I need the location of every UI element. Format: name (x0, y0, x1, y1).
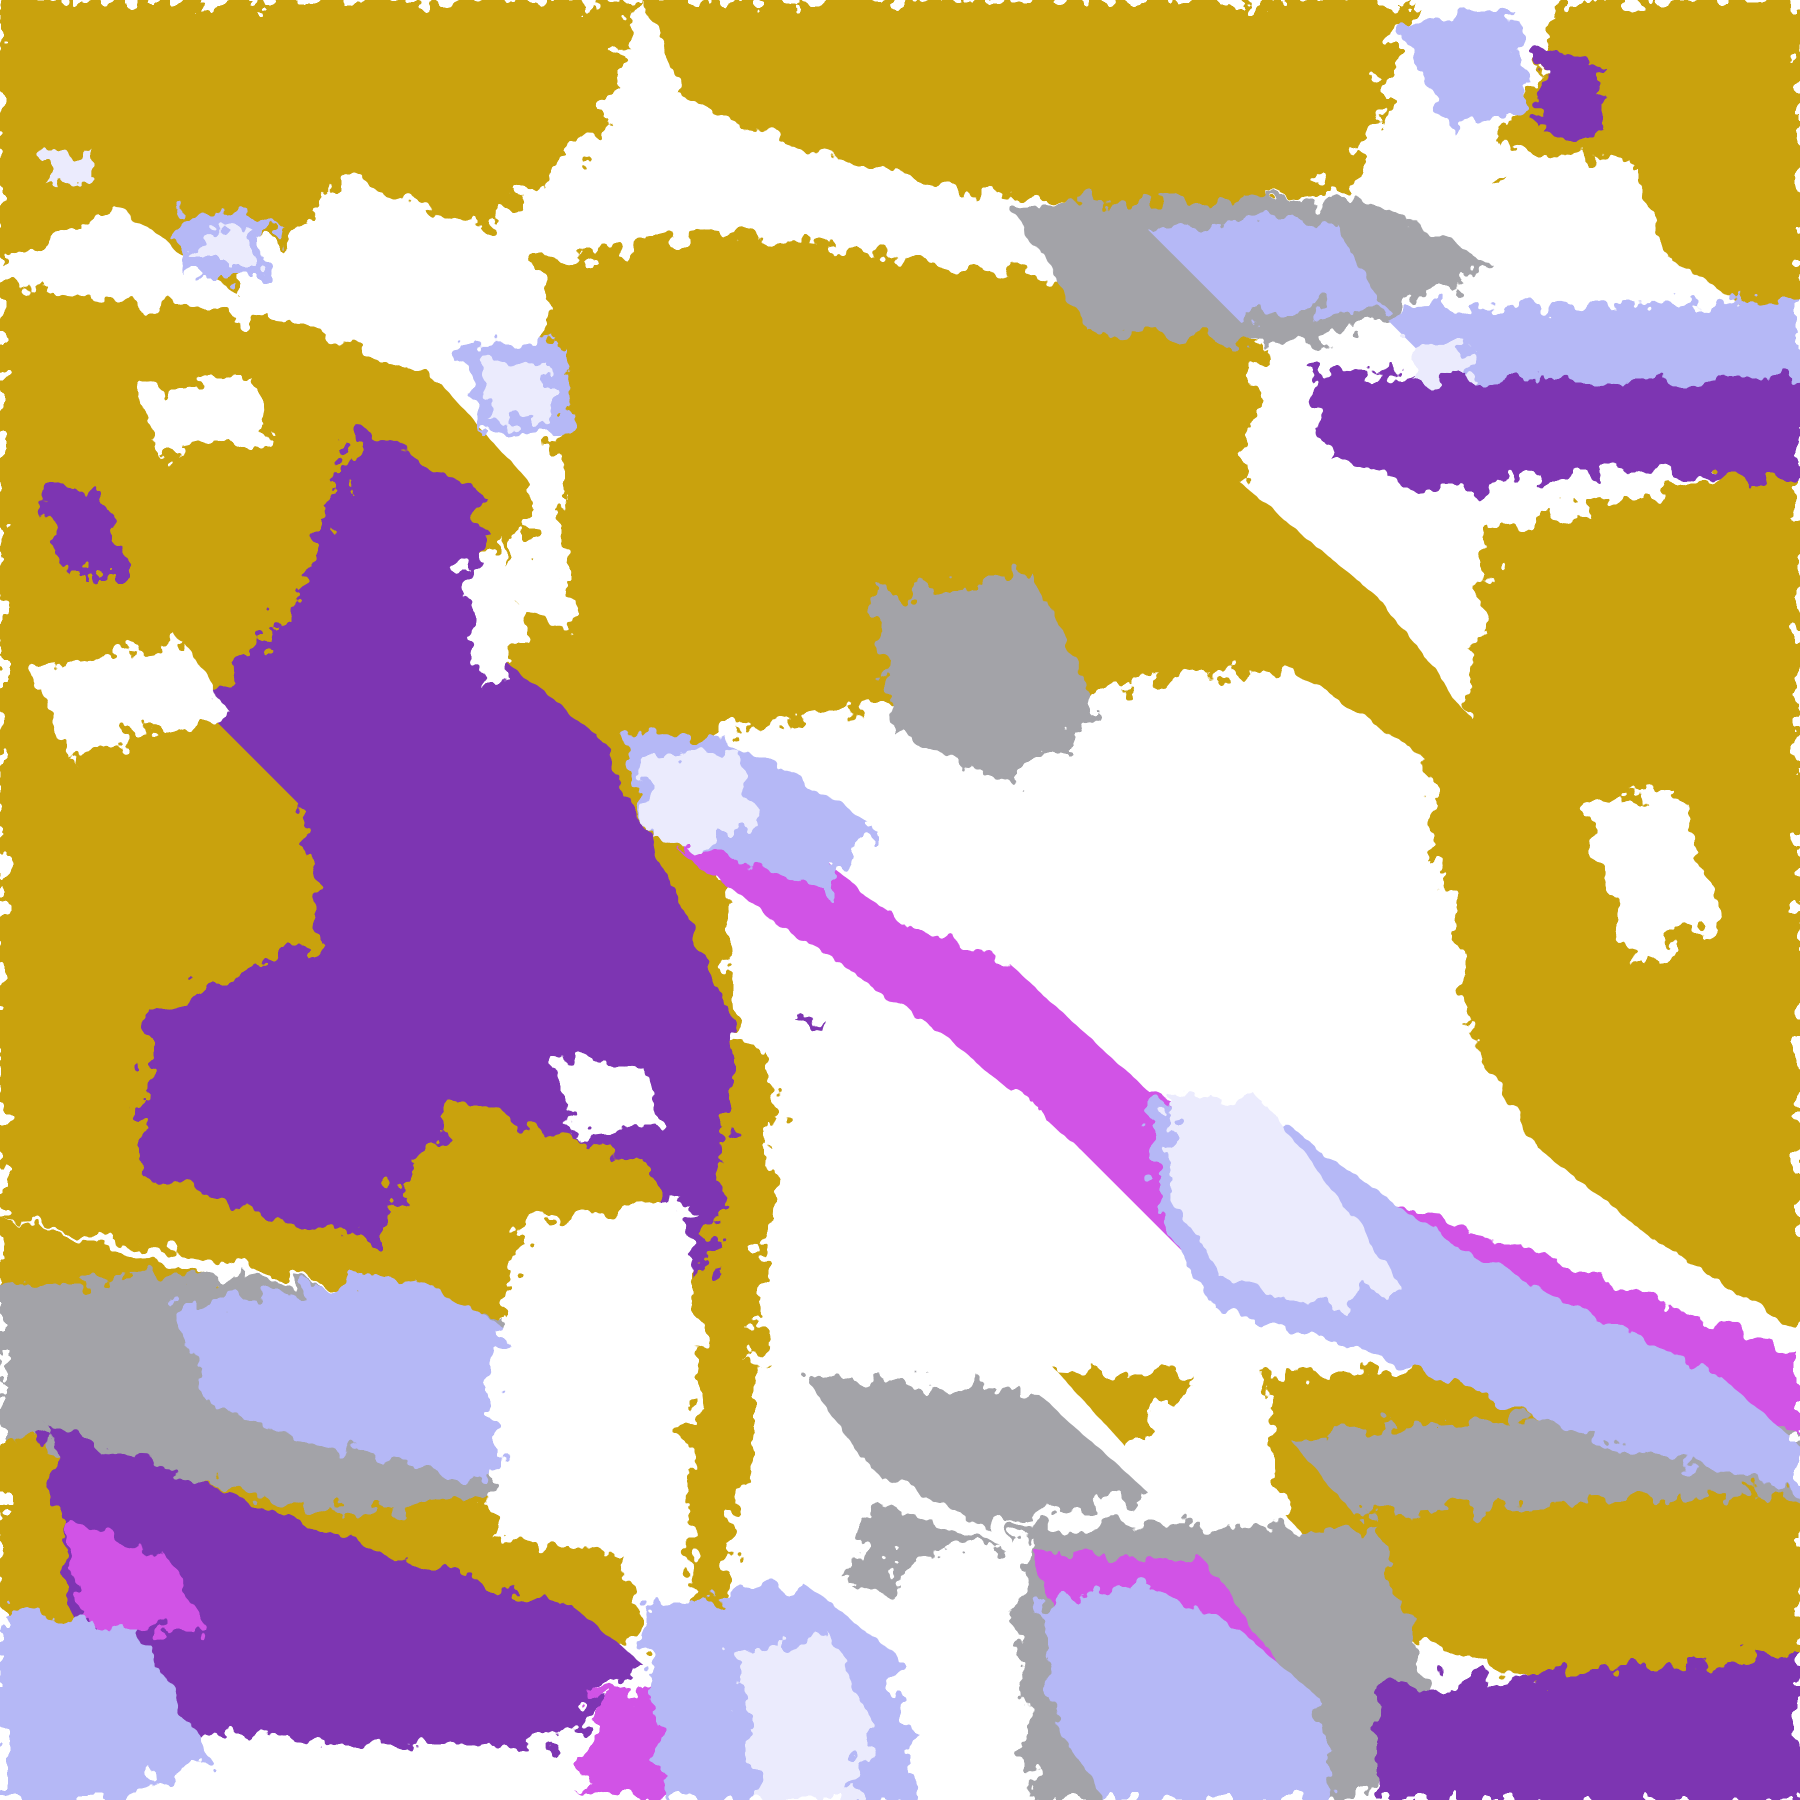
clear-patch (551, 1056, 666, 1137)
pale-lavender-region (1170, 1090, 1401, 1309)
gold-region (0, 0, 643, 287)
purple-region (1308, 367, 1800, 494)
clear-patch (1492, 149, 1665, 265)
clear-patch (1079, 665, 1447, 1080)
lavender-region (1377, 298, 1800, 379)
clear-patch (459, 539, 529, 689)
clear-patch (493, 1205, 701, 1562)
clear-patch (895, 1538, 1034, 1800)
clear-patches (34, 149, 1722, 1800)
lavender-region (172, 1274, 597, 1481)
pale-lavender-class-regions (45, 149, 1470, 1800)
lavender-region (0, 1607, 207, 1800)
purple-region (34, 482, 127, 574)
clear-patch (34, 642, 230, 758)
purple-region (1377, 1653, 1800, 1800)
pale-lavender-region (482, 355, 552, 425)
pale-lavender-region (1411, 344, 1470, 379)
lavender-region (1033, 1584, 1332, 1800)
purple-region (1538, 45, 1608, 150)
pale-lavender-region (642, 746, 758, 850)
gray-region (872, 573, 1103, 781)
lavender-region (1400, 11, 1527, 127)
magenta-region (57, 1515, 207, 1631)
pale-lavender-region (734, 1630, 873, 1800)
clear-patch (137, 378, 276, 460)
purple-region (45, 1423, 643, 1745)
pale-lavender-region (195, 229, 253, 265)
clear-patch (1584, 792, 1722, 965)
lavender-region (1147, 218, 1378, 322)
clear-patch (757, 1010, 1206, 1378)
pale-lavender-region (45, 149, 92, 184)
gold-region (642, 0, 1412, 219)
